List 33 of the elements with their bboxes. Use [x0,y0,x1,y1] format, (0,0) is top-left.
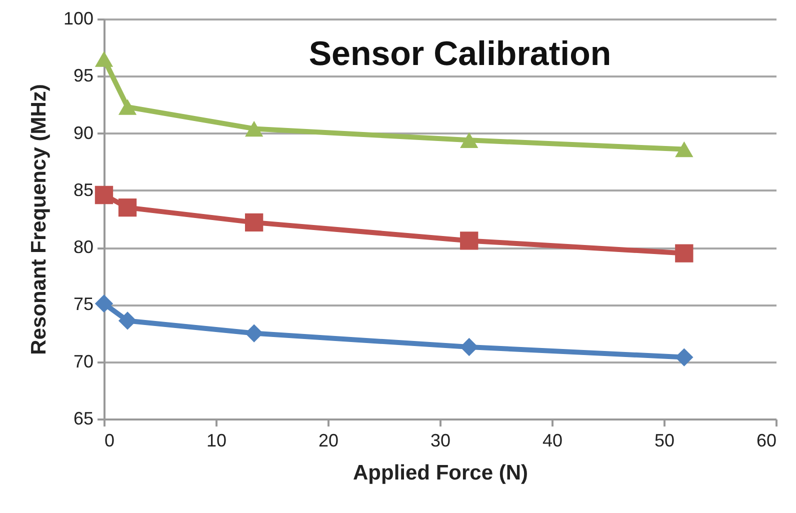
x-tick-label: 30 [430,430,451,450]
point [244,324,264,342]
point [460,132,478,148]
point [94,294,114,313]
y-tick-label: 75 [73,294,94,314]
y-tick-label: 70 [73,351,94,372]
point [118,99,137,115]
y-tick-label: 80 [73,237,94,258]
point [244,213,264,232]
point [460,232,478,250]
point [675,348,694,366]
y-tick-label: 65 [73,408,94,428]
x-tick-label: 10 [206,430,227,450]
y-tick-label: 85 [73,180,94,200]
x-axis-title: Applied Force (N) [352,462,528,484]
point [244,120,264,137]
point [460,338,478,356]
x-tick-label: 50 [654,430,675,450]
point [675,244,694,262]
x-tick-label: 40 [542,430,563,450]
point [118,198,137,217]
x-tick-label: 0 [104,430,115,450]
y-axis-title: Resonant Frequency (MHz) [27,84,50,355]
x-tick-label: 60 [756,430,776,450]
point [675,141,694,158]
y-tick-label: 100 [63,8,94,28]
y-tick-label: 90 [73,122,94,143]
point [94,186,114,204]
y-tick-label: 95 [73,66,94,86]
point [118,312,137,330]
point [94,51,114,67]
x-tick-label: 20 [318,430,339,450]
text: Sensor Calibration [308,35,612,73]
